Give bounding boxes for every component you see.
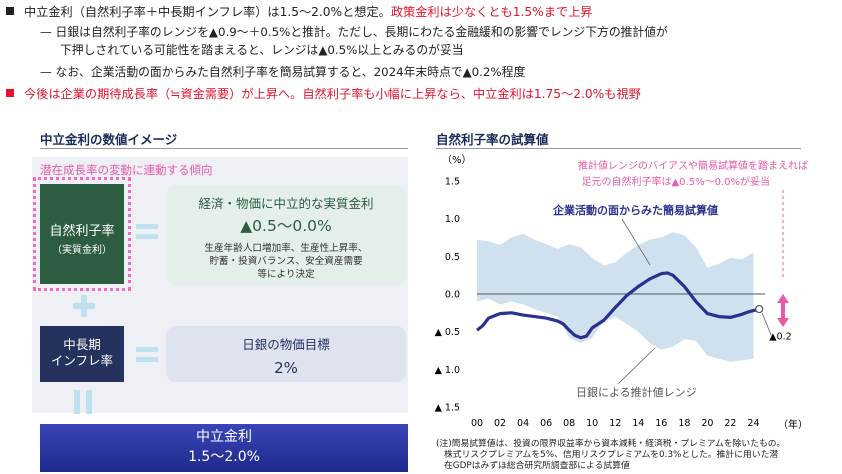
- natural-rate-sub: （実質金利）: [52, 245, 112, 256]
- bullet-2-text: 今後は企業の期待成長率（≒資金需要）が上昇へ。自然利子率も小幅に上昇なら、中立金…: [24, 87, 641, 101]
- chart-note-2: 株式リスクプレミアムを5%、信用リスクプレミアムを0.3%とした。推計に用いた潜: [444, 450, 779, 460]
- bullet-1-text: 中立金利（自然利子率＋中長期インフレ率）は1.5～2.0%と想定。: [24, 5, 391, 19]
- chart-notes: (注)簡易試算値は、投資の限界収益率から資本減耗・経済税・プレミアムを除いたもの…: [436, 439, 785, 472]
- bullet-1-red-text: 政策金利は少なくとも1.5%まで上昇: [390, 5, 593, 19]
- left-title-divider: [40, 148, 408, 149]
- boj-target-box: 日銀の物価目標 2%: [166, 326, 406, 382]
- plus-icon: [73, 295, 95, 317]
- neutral-rate-result-bar: 中立金利 1.5～2.0%: [40, 424, 408, 472]
- equals-icon: [136, 343, 158, 365]
- neutral-box-value: ▲0.5～0.0%: [240, 217, 332, 235]
- range-arrow-down-icon: [777, 318, 789, 327]
- square-bullet-icon: [6, 7, 14, 15]
- bullet-1: 中立金利（自然利子率＋中長期インフレ率）は1.5～2.0%と想定。政策金利は少な…: [6, 4, 592, 21]
- x-tick-label: 08: [563, 418, 575, 429]
- x-tick-label: 16: [655, 418, 667, 429]
- boj-target-title: 日銀の物価目標: [242, 337, 330, 352]
- result-title: 中立金利: [196, 429, 252, 445]
- y-tick-label: 1.5: [445, 177, 460, 188]
- chart-note-1: (注)簡易試算値は、投資の限界収益率から資本減耗・経済税・プレミアムを除いたもの…: [436, 439, 786, 449]
- sub-bullet-1-line1: — 日銀は自然利子率のレンジを▲0.9～＋0.5%と推計。ただし、長期にわたる金…: [40, 25, 668, 39]
- y-tick-label: ▲ 1.5: [435, 403, 460, 414]
- x-tick-label: 12: [609, 418, 621, 429]
- sub-bullet-2: — なお、企業活動の面からみた自然利子率を簡易試算すると、2024年末時点で▲0…: [40, 65, 526, 79]
- x-tick-label: 14: [632, 418, 644, 429]
- simple-estimate-line: [476, 271, 760, 340]
- right-panel-title: 自然利子率の試算値: [436, 132, 549, 147]
- simple-estimate-series-label: 企業活動の面からみた簡易試算値: [552, 203, 718, 217]
- inflation-label-line2: インフレ率: [50, 353, 114, 368]
- x-axis-unit-label: （年）: [778, 418, 808, 431]
- range-label-leader-line: [617, 347, 656, 385]
- x-tick-label: 24: [747, 418, 759, 429]
- x-tick-label: 02: [494, 418, 506, 429]
- neutral-box-note3: 等により決定: [257, 269, 315, 280]
- boj-range-series-label: 日銀による推計値レンジ: [576, 385, 697, 399]
- x-tick-label: 04: [517, 418, 529, 429]
- pink-dotted-frame: [33, 177, 131, 291]
- inflation-box: 中長期 インフレ率: [40, 326, 124, 382]
- pink-annotation-line2: 足元の自然利子率は▲0.5%～0.0%が妥当: [581, 175, 770, 188]
- equals-icon: [136, 220, 158, 242]
- x-tick-label: 18: [678, 418, 690, 429]
- x-tick-label: 22: [724, 418, 736, 429]
- x-tick-label: 10: [586, 418, 598, 429]
- x-tick-label: 06: [540, 418, 552, 429]
- x-tick-label: 00: [471, 418, 483, 429]
- series-label-leader-line: [621, 218, 651, 266]
- y-tick-label: ▲ 1.0: [435, 365, 460, 376]
- square-bullet-icon: [6, 89, 14, 97]
- boj-estimate-range-band: [477, 232, 754, 362]
- y-tick-label: ▲ 0.5: [435, 327, 460, 338]
- chart-note-3: 在GDPはみずほ総合研究所調査部による試算値: [444, 461, 630, 471]
- natural-rate-label: 自然利子率: [49, 224, 115, 239]
- x-tick-label: 20: [701, 418, 713, 429]
- equals-vertical-icon: [71, 390, 97, 414]
- boj-target-value: 2%: [274, 359, 298, 377]
- sub-bullet-1-line2: 下押しされている可能性を踏まえると、レンジは▲0.5%以上とみるのが妥当: [60, 43, 464, 57]
- endpoint-label: ▲0.2: [769, 331, 791, 342]
- pink-annotation-line1: 推計値レンジのバイアスや簡易試算値を踏まえれば: [578, 159, 808, 172]
- natural-rate-box: 自然利子率 （実質金利）: [40, 184, 124, 284]
- endpoint-leader-line: [761, 312, 772, 336]
- neutral-box-title: 経済・物価に中立的な実質金利: [198, 196, 374, 211]
- y-tick-label: 1.0: [445, 214, 460, 225]
- endpoint-marker: [755, 304, 764, 314]
- result-value: 1.5～2.0%: [188, 449, 260, 465]
- left-panel-title: 中立金利の数値イメージ: [40, 132, 178, 147]
- neutral-real-rate-box: 経済・物価に中立的な実質金利 ▲0.5～0.0% 生産年齢人口増加率、生産性上昇…: [166, 185, 406, 285]
- inflation-label-line1: 中長期: [63, 337, 101, 352]
- pink-trend-label: 潜在成長率の変動に連動する傾向: [40, 163, 213, 177]
- y-tick-label: 0.0: [445, 290, 460, 301]
- bullet-2: 今後は企業の期待成長率（≒資金需要）が上昇へ。自然利子率も小幅に上昇なら、中立金…: [6, 86, 641, 103]
- range-arrow-up-icon: [777, 294, 789, 303]
- neutral-box-note1: 生産年齢人口増加率、生産性上昇率、: [204, 243, 368, 254]
- neutral-box-note2: 貯蓄・投資バランス、安全資産需要: [209, 256, 363, 267]
- y-axis-unit-label: （%）: [442, 154, 472, 166]
- range-arrow-shaft: [781, 302, 785, 319]
- right-title-divider: [436, 148, 801, 149]
- y-tick-label: 0.5: [445, 252, 460, 263]
